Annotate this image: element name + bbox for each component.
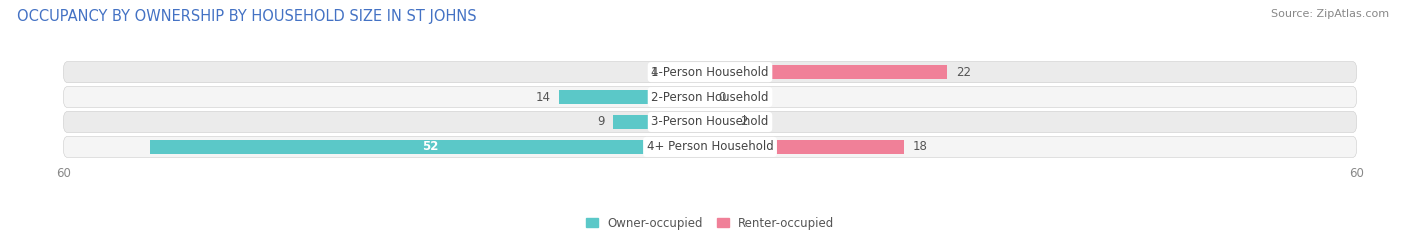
FancyBboxPatch shape <box>63 111 1357 133</box>
Bar <box>710 140 904 154</box>
Text: 18: 18 <box>912 140 928 153</box>
Text: 0: 0 <box>718 91 725 103</box>
FancyBboxPatch shape <box>63 62 1357 83</box>
Bar <box>149 140 710 154</box>
Bar <box>613 115 710 129</box>
Text: 2: 2 <box>740 116 748 128</box>
Text: Source: ZipAtlas.com: Source: ZipAtlas.com <box>1271 9 1389 19</box>
Text: OCCUPANCY BY OWNERSHIP BY HOUSEHOLD SIZE IN ST JOHNS: OCCUPANCY BY OWNERSHIP BY HOUSEHOLD SIZE… <box>17 9 477 24</box>
FancyBboxPatch shape <box>63 86 1357 108</box>
Text: 3-Person Household: 3-Person Household <box>651 116 769 128</box>
Text: 4+ Person Household: 4+ Person Household <box>647 140 773 153</box>
Bar <box>710 115 731 129</box>
Text: 2-Person Household: 2-Person Household <box>651 91 769 103</box>
Text: 9: 9 <box>598 116 605 128</box>
Legend: Owner-occupied, Renter-occupied: Owner-occupied, Renter-occupied <box>581 212 839 233</box>
Text: 14: 14 <box>536 91 551 103</box>
Text: 52: 52 <box>422 140 437 153</box>
FancyBboxPatch shape <box>63 136 1357 158</box>
Text: 1-Person Household: 1-Person Household <box>651 66 769 79</box>
Text: 4: 4 <box>651 66 658 79</box>
Bar <box>666 65 710 79</box>
Text: 22: 22 <box>956 66 970 79</box>
Bar <box>710 65 948 79</box>
Bar <box>560 90 710 104</box>
